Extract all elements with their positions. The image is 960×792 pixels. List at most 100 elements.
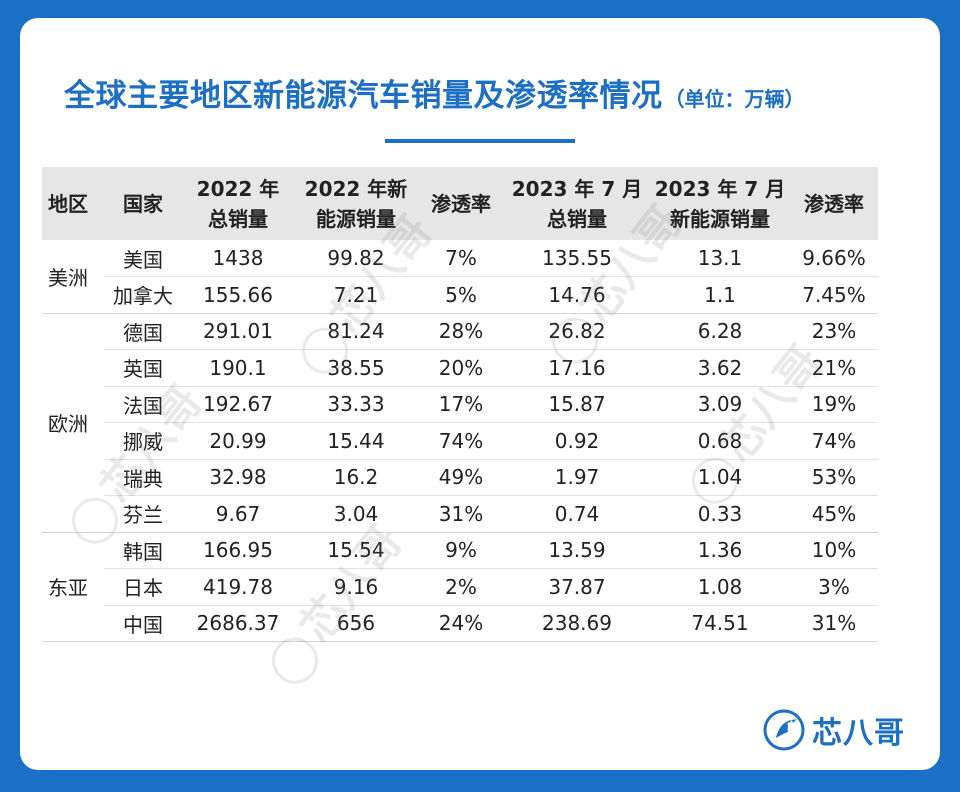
- cell-rate-2023: 53%: [790, 459, 878, 496]
- cell-rate-2022: 24%: [418, 605, 504, 642]
- cell-rate-2023: 7.45%: [790, 276, 878, 314]
- cell-rate-2022: 9%: [418, 532, 504, 569]
- cell-total-2023: 26.82: [504, 313, 650, 350]
- cell-rate-2023: 23%: [790, 313, 878, 350]
- table-row: 日本 419.78 9.16 2% 37.87 1.08 3%: [42, 568, 878, 606]
- col-header-line: 国家: [123, 191, 163, 216]
- cell-rate-2022: 20%: [418, 349, 504, 387]
- cell-total-2022: 291.01: [182, 313, 294, 350]
- table-row: 瑞典 32.98 16.2 49% 1.97 1.04 53%: [42, 459, 878, 496]
- sales-table: 地区 国家 2022 年总销量 2022 年新 能源销量 渗透率 2023 年 7…: [42, 167, 878, 642]
- col-header-line: 新能源销量: [670, 206, 770, 231]
- cell-region: 美洲: [42, 240, 104, 314]
- col-header-line: 渗透率: [431, 191, 491, 216]
- cell-nev-2022: 16.2: [294, 459, 418, 496]
- col-header-rate-2022: 渗透率: [418, 167, 504, 240]
- cell-total-2022: 1438: [182, 240, 294, 277]
- cell-rate-2023: 45%: [790, 495, 878, 533]
- cell-rate-2022: 49%: [418, 459, 504, 496]
- cell-nev-2023: 0.68: [650, 422, 790, 460]
- cell-rate-2023: 31%: [790, 605, 878, 642]
- cell-rate-2023: 21%: [790, 349, 878, 387]
- title-text: 全球主要地区新能源汽车销量及渗透率情况: [64, 78, 663, 114]
- cell-nev-2022: 99.82: [294, 240, 418, 277]
- cell-total-2023: 0.92: [504, 422, 650, 460]
- cell-nev-2022: 9.16: [294, 568, 418, 606]
- cell-nev-2023: 1.1: [650, 276, 790, 314]
- col-header-region: 地区: [42, 167, 104, 240]
- cell-rate-2023: 9.66%: [790, 240, 878, 277]
- table-row: 美洲 美国 1438 99.82 7% 135.55 13.1 9.66%: [42, 240, 878, 314]
- cell-region: 东亚: [42, 532, 104, 642]
- cell-country: 中国: [104, 605, 182, 642]
- col-header-line: 2022 年: [196, 176, 280, 201]
- cell-nev-2023: 6.28: [650, 313, 790, 350]
- col-header-line: 地区: [48, 191, 88, 216]
- cell-region: 欧洲: [42, 313, 104, 533]
- cell-country: 瑞典: [104, 459, 182, 496]
- cell-rate-2022: 17%: [418, 386, 504, 423]
- cell-nev-2022: 38.55: [294, 349, 418, 387]
- cell-nev-2022: 33.33: [294, 386, 418, 423]
- cell-total-2022: 155.66: [182, 276, 294, 314]
- cell-nev-2022: 7.21: [294, 276, 418, 314]
- title-underline: [385, 139, 575, 143]
- cell-nev-2023: 3.09: [650, 386, 790, 423]
- page-title: 全球主要地区新能源汽车销量及渗透率情况 （单位：万辆）: [64, 70, 944, 115]
- table-row: 加拿大 155.66 7.21 5% 14.76 1.1 7.45%: [42, 276, 878, 314]
- table-row: 中国 2686.37 656 24% 238.69 74.51 31%: [42, 605, 878, 642]
- cell-nev-2023: 1.04: [650, 459, 790, 496]
- table-row: 欧洲 德国 291.01 81.24 28% 26.82 6.28 23%: [42, 313, 878, 533]
- col-header-line: 2023 年 7 月: [511, 176, 643, 201]
- cell-rate-2023: 19%: [790, 386, 878, 423]
- cell-country: 韩国: [104, 532, 182, 569]
- cell-nev-2022: 15.44: [294, 422, 418, 460]
- col-header-line: 2022 年新: [304, 176, 408, 201]
- table-header-row: 地区 国家 2022 年总销量 2022 年新 能源销量 渗透率 2023 年 7…: [42, 167, 878, 240]
- cell-total-2023: 17.16: [504, 349, 650, 387]
- cell-total-2022: 9.67: [182, 495, 294, 533]
- col-header-total-2023: 2023 年 7 月总销量: [504, 167, 650, 240]
- table-row: 挪威 20.99 15.44 74% 0.92 0.68 74%: [42, 422, 878, 460]
- cell-rate-2022: 5%: [418, 276, 504, 314]
- col-header-line: 渗透率: [804, 191, 864, 216]
- cell-rate-2022: 74%: [418, 422, 504, 460]
- col-header-country: 国家: [104, 167, 182, 240]
- cell-country: 德国: [104, 313, 182, 350]
- cell-country: 英国: [104, 349, 182, 387]
- cell-country: 挪威: [104, 422, 182, 460]
- cell-total-2022: 190.1: [182, 349, 294, 387]
- col-header-nev-2023: 2023 年 7 月新能源销量: [650, 167, 790, 240]
- bird-logo-icon: [763, 709, 805, 751]
- cell-rate-2022: 7%: [418, 240, 504, 277]
- cell-nev-2022: 3.04: [294, 495, 418, 533]
- cell-nev-2022: 15.54: [294, 532, 418, 569]
- cell-country: 美国: [104, 240, 182, 277]
- cell-total-2022: 32.98: [182, 459, 294, 496]
- cell-total-2023: 14.76: [504, 276, 650, 314]
- table-body: 美洲 美国 1438 99.82 7% 135.55 13.1 9.66% 加拿大 155.66 7…: [42, 240, 878, 642]
- table-row: 东亚 韩国 166.95 15.54 9% 13.59 1.36 10%: [42, 532, 878, 642]
- unit-text: （单位：万辆）: [664, 87, 805, 111]
- cell-country: 日本: [104, 568, 182, 606]
- cell-country: 芬兰: [104, 495, 182, 533]
- cell-nev-2023: 13.1: [650, 240, 790, 277]
- col-header-line: 总销量: [547, 206, 607, 231]
- cell-rate-2023: 3%: [790, 568, 878, 606]
- cell-nev-2023: 1.08: [650, 568, 790, 606]
- cell-nev-2023: 74.51: [650, 605, 790, 642]
- cell-total-2022: 419.78: [182, 568, 294, 606]
- cell-total-2022: 20.99: [182, 422, 294, 460]
- cell-total-2022: 2686.37: [182, 605, 294, 642]
- table-row: 芬兰 9.67 3.04 31% 0.74 0.33 45%: [42, 495, 878, 533]
- brand-logo: 芯八哥: [762, 708, 905, 752]
- cell-rate-2022: 2%: [418, 568, 504, 606]
- cell-country: 法国: [104, 386, 182, 423]
- col-header-total-2022: 2022 年总销量: [182, 167, 294, 240]
- cell-total-2023: 0.74: [504, 495, 650, 533]
- col-header-rate-2023: 渗透率: [790, 167, 878, 240]
- cell-total-2023: 37.87: [504, 568, 650, 606]
- cell-total-2023: 1.97: [504, 459, 650, 496]
- col-header-line: 2023 年 7 月: [654, 176, 786, 201]
- cell-total-2022: 192.67: [182, 386, 294, 423]
